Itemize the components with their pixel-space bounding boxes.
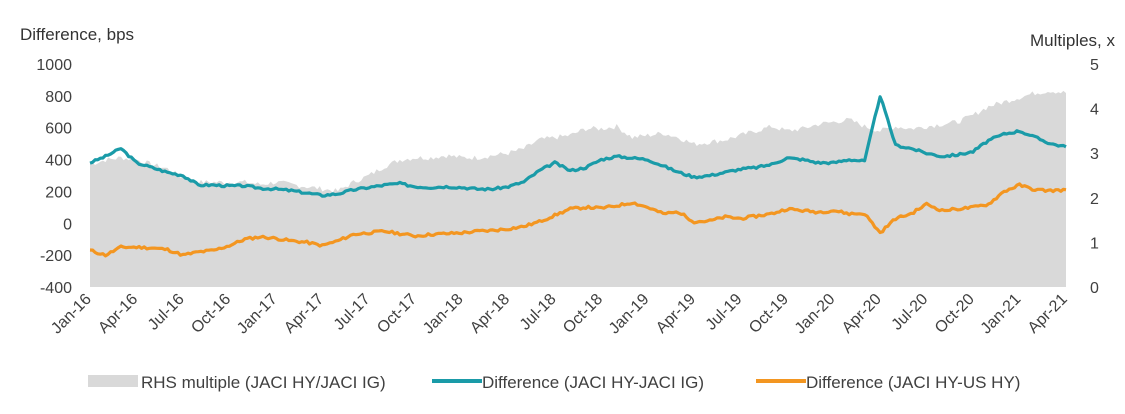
x-axis: Jan-16 Apr-16 Jul-16 Oct-16 Jan-17 Apr-17 Jul-…	[48, 291, 1071, 338]
legend-label-jaci-ig: Difference (JACI HY-JACI IG)	[482, 373, 704, 392]
y-right-tick-label: 4	[1090, 102, 1099, 119]
x-tick-label: Oct-17	[374, 291, 420, 337]
x-tick-label: Apr-21	[1025, 291, 1071, 337]
right-axis-title: Multiples, x	[1030, 31, 1116, 50]
y-right-tick-label: 1	[1090, 235, 1099, 252]
x-tick-label: Apr-17	[281, 291, 327, 337]
y-left-axis: 1000 800 600 400 200 0 -200 -400	[36, 57, 72, 297]
x-tick-label: Oct-18	[560, 291, 606, 337]
left-axis-title: Difference, bps	[20, 25, 134, 44]
x-tick-label: Jul-20	[889, 291, 932, 334]
x-tick-label: Jan-16	[48, 291, 95, 338]
y-right-tick-label: 2	[1090, 191, 1099, 208]
y-right-tick-label: 0	[1090, 280, 1099, 297]
x-tick-label: Apr-16	[95, 291, 141, 337]
x-tick-label: Oct-19	[746, 291, 792, 337]
y-left-tick-label: 600	[45, 121, 72, 138]
x-tick-label: Jan-17	[234, 291, 281, 338]
y-right-tick-label: 3	[1090, 146, 1099, 163]
x-tick-label: Jan-21	[978, 291, 1025, 338]
x-tick-label: Apr-20	[839, 291, 885, 337]
y-left-tick-label: 400	[45, 153, 72, 170]
x-tick-label: Jul-17	[331, 291, 374, 334]
y-left-tick-label: 0	[63, 216, 72, 233]
x-tick-label: Jul-19	[703, 291, 746, 334]
legend-swatch-rhs-multiple	[88, 375, 138, 387]
x-tick-label: Jul-18	[517, 291, 560, 334]
x-tick-label: Oct-16	[188, 291, 234, 337]
y-left-tick-label: 800	[45, 89, 72, 106]
plot-area	[89, 90, 1067, 288]
x-tick-label: Jan-18	[420, 291, 467, 338]
series-area-rhs-multiple	[90, 90, 1066, 288]
legend-item-jaci-ig: Difference (JACI HY-JACI IG)	[432, 373, 704, 392]
legend-label-rhs-multiple: RHS multiple (JACI HY/JACI IG)	[141, 373, 386, 392]
legend: RHS multiple (JACI HY/JACI IG) Differenc…	[88, 373, 1020, 392]
y-right-tick-label: 5	[1090, 57, 1099, 74]
legend-item-rhs-multiple: RHS multiple (JACI HY/JACI IG)	[88, 373, 386, 392]
y-left-tick-label: -200	[40, 248, 72, 265]
x-tick-label: Oct-20	[932, 291, 978, 337]
series-line-jaci-hy-us-hy	[89, 182, 1067, 258]
x-tick-label: Jan-19	[606, 291, 653, 338]
x-tick-label: Apr-19	[653, 291, 699, 337]
legend-label-us-hy: Difference (JACI HY-US HY)	[806, 373, 1020, 392]
x-tick-label: Jan-20	[792, 291, 839, 338]
x-tick-label: Jul-16	[145, 291, 188, 334]
y-left-tick-label: -400	[40, 280, 72, 297]
series-line-jaci-hy-jaci-ig	[89, 95, 1067, 198]
y-left-tick-label: 1000	[36, 57, 72, 74]
y-right-axis: 5 4 3 2 1 0	[1090, 57, 1099, 297]
x-tick-label: Apr-18	[467, 291, 513, 337]
legend-item-us-hy: Difference (JACI HY-US HY)	[756, 373, 1020, 392]
y-left-tick-label: 200	[45, 184, 72, 201]
